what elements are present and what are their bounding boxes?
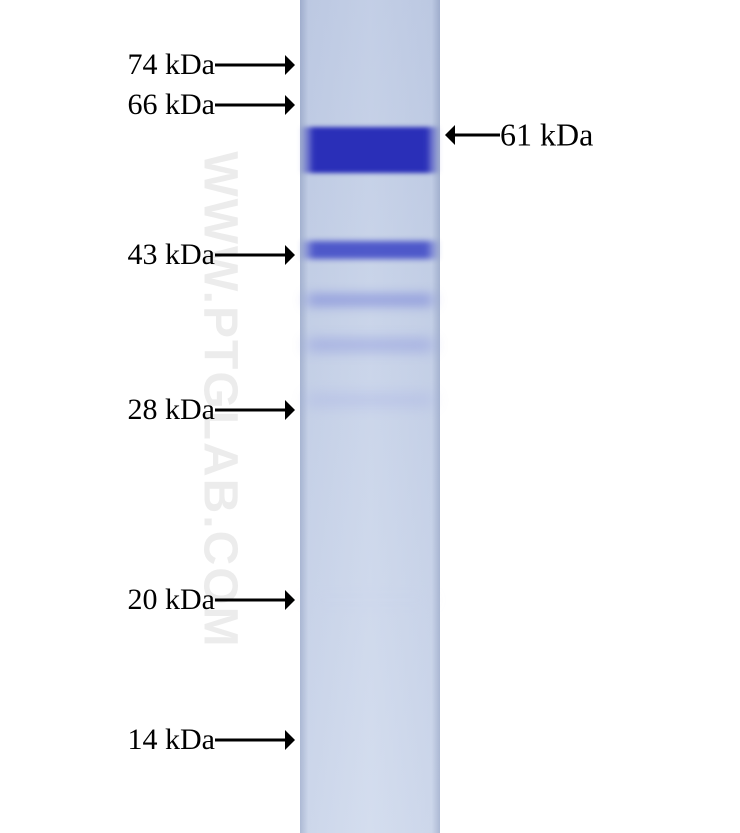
gel-lane [300,0,440,833]
target-band-label: 61 kDa [500,117,593,154]
gel-lane-figure: WWW.PTGLAB.COM 74 kDa 66 kDa 43 kDa 28 k… [0,0,740,833]
mw-marker-arrow [215,92,295,118]
gel-band [300,127,440,173]
mw-marker-label: 43 kDa [128,238,215,272]
target-band-arrow [445,122,500,148]
gel-band [300,241,440,259]
mw-marker-label: 14 kDa [128,723,215,757]
mw-marker-label: 66 kDa [128,88,215,122]
mw-marker-arrow [215,397,295,423]
mw-marker-label: 28 kDa [128,393,215,427]
mw-marker-arrow [215,727,295,753]
mw-marker-arrow [215,52,295,78]
mw-marker-label: 74 kDa [128,48,215,82]
gel-band [300,596,440,604]
mw-marker-arrow [215,242,295,268]
gel-band [300,338,440,352]
gel-band [300,293,440,307]
mw-marker-arrow [215,587,295,613]
gel-band [300,394,440,406]
mw-marker-label: 20 kDa [128,583,215,617]
